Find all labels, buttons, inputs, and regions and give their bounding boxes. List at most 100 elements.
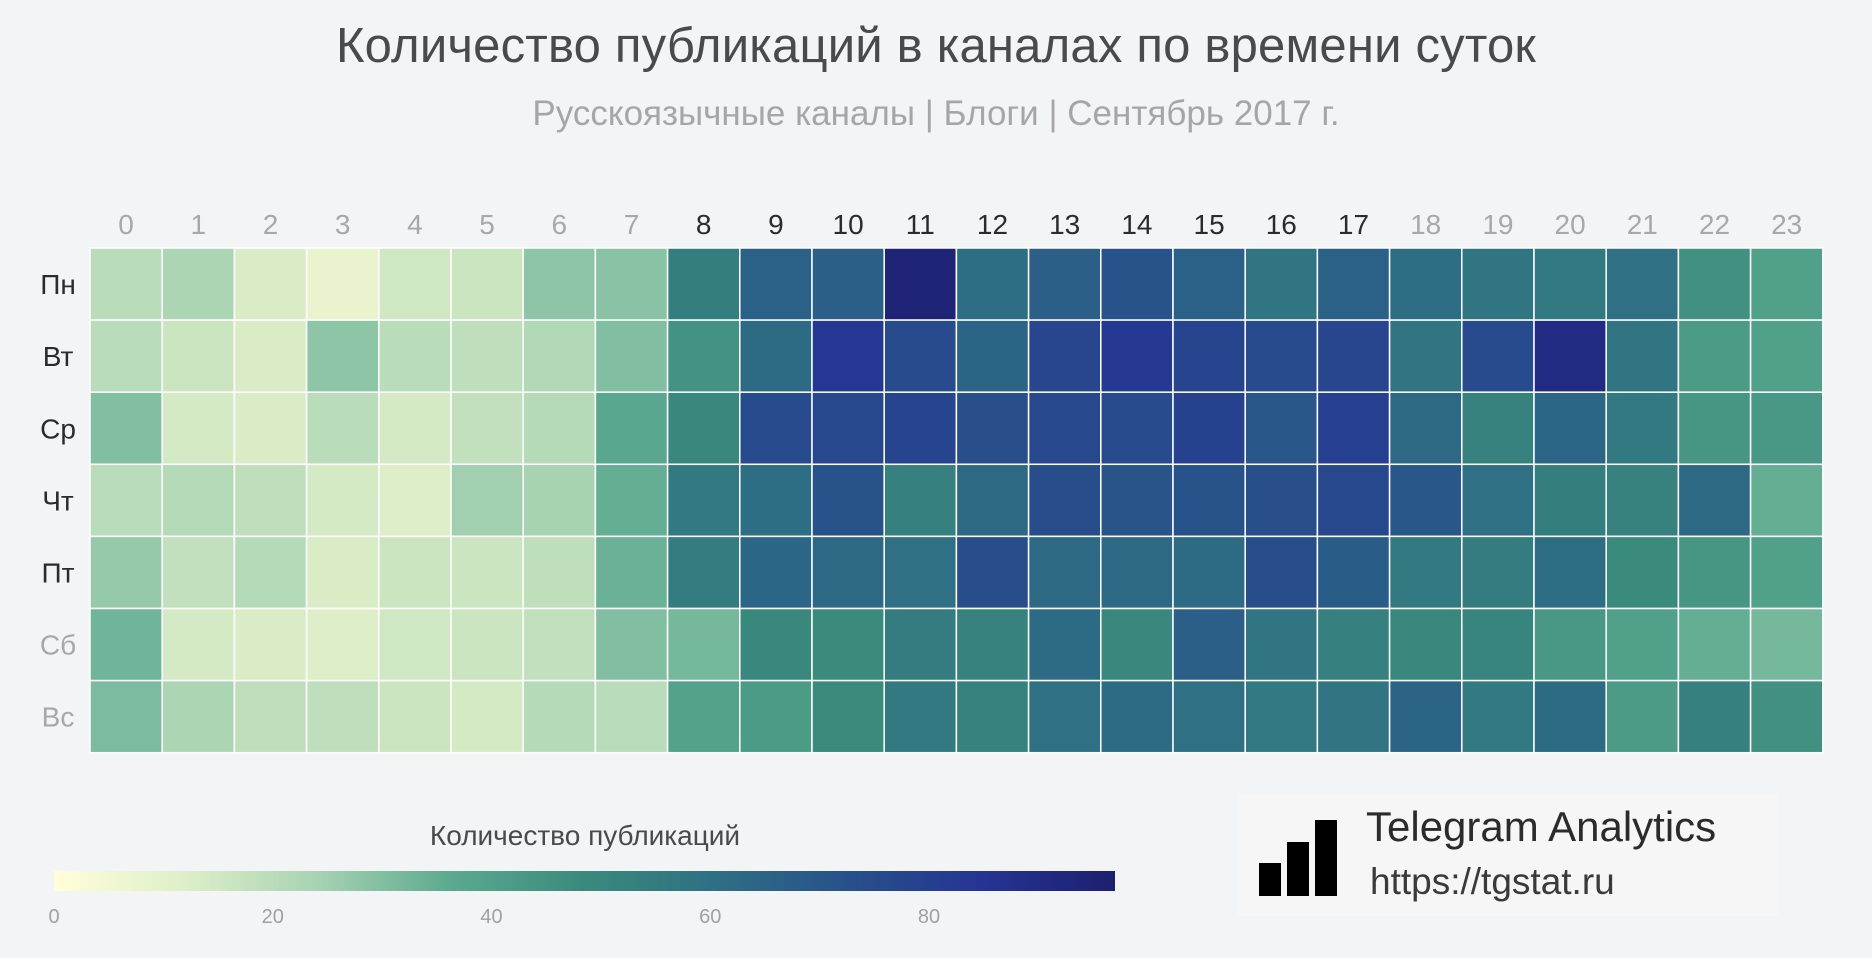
- heatmap-cell: [1461, 247, 1535, 321]
- bar-chart-icon: [1259, 820, 1337, 896]
- heatmap-cell: [1172, 607, 1246, 682]
- heatmap-cell: [305, 247, 380, 321]
- heatmap-cell: [1244, 319, 1319, 393]
- heatmap-cell: [1027, 391, 1102, 466]
- heatmap-cell: [450, 247, 524, 321]
- heatmap-cell: [1533, 607, 1607, 682]
- brand-url[interactable]: https://tgstat.ru: [1370, 861, 1615, 902]
- heatmap-cell: [739, 607, 813, 682]
- x-tick-label: 17: [1338, 209, 1369, 240]
- heatmap-cell: [1533, 319, 1607, 393]
- heatmap-cell: [666, 247, 741, 321]
- heatmap-cell: [1605, 535, 1680, 610]
- heatmap-cell: [1172, 463, 1246, 538]
- heatmap-cell: [233, 463, 308, 538]
- heatmap-cell: [1461, 607, 1535, 682]
- heatmap-cell: [1677, 463, 1752, 538]
- x-tick-label: 18: [1410, 209, 1441, 240]
- x-tick-label: 20: [1555, 209, 1586, 240]
- brand-badge[interactable]: Telegram Analytics https://tgstat.ru: [1238, 793, 1778, 916]
- x-tick-label: 6: [552, 209, 568, 240]
- heatmap-cell: [594, 463, 669, 538]
- heatmap-cell: [161, 463, 236, 538]
- heatmap-cell: [1749, 679, 1824, 754]
- heatmap-cell: [450, 607, 524, 682]
- heatmap-cell: [955, 391, 1030, 466]
- y-tick-label: Вс: [42, 702, 75, 733]
- heatmap-cell: [739, 391, 813, 466]
- heatmap-cell: [450, 679, 524, 754]
- x-tick-label: 9: [768, 209, 784, 240]
- x-tick-label: 0: [118, 209, 134, 240]
- heatmap-cell: [1677, 391, 1752, 466]
- heatmap-cell: [1316, 391, 1391, 466]
- heatmap-cell: [89, 463, 163, 538]
- heatmap-cell: [522, 535, 597, 610]
- heatmap-cell: [955, 247, 1030, 321]
- heatmap-cell: [450, 391, 524, 466]
- heatmap-cell: [1244, 679, 1319, 754]
- heatmap-cell: [1100, 463, 1174, 538]
- heatmap-cell: [305, 391, 380, 466]
- heatmap-cell: [1605, 679, 1680, 754]
- y-tick-label: Чт: [42, 485, 74, 516]
- heatmap-cell: [1244, 463, 1319, 538]
- colorbar-tick-label: 20: [261, 906, 284, 928]
- heatmap-cell: [811, 607, 885, 682]
- heatmap-cell: [1027, 679, 1102, 754]
- heatmap-cell: [233, 679, 308, 754]
- x-tick-label: 22: [1699, 209, 1730, 240]
- heatmap-cell: [1533, 391, 1607, 466]
- colorbar-tick-label: 60: [699, 906, 722, 928]
- heatmap-cell: [594, 391, 669, 466]
- heatmap-cell: [161, 319, 236, 393]
- heatmap-cell: [378, 535, 452, 610]
- heatmap-cell: [450, 463, 524, 538]
- heatmap-cell: [233, 319, 308, 393]
- heatmap-cell: [1100, 679, 1174, 754]
- heatmap-cell: [883, 535, 958, 610]
- heatmap-cell: [1388, 319, 1463, 393]
- heatmap-cell: [1027, 463, 1102, 538]
- heatmap-cell: [522, 463, 597, 538]
- heatmap-cell: [1388, 247, 1463, 321]
- x-tick-label: 10: [833, 209, 864, 240]
- heatmap-cell: [1100, 391, 1174, 466]
- heatmap-cell: [1100, 319, 1174, 393]
- heatmap-cell: [955, 535, 1030, 610]
- heatmap-cell: [1388, 535, 1463, 610]
- chart-title: Количество публикаций в каналах по време…: [335, 19, 1537, 73]
- heatmap-cell: [1388, 679, 1463, 754]
- heatmap-cell: [89, 391, 163, 466]
- heatmap-cell: [89, 247, 163, 321]
- heatmap-cell: [883, 463, 958, 538]
- heatmap-cell: [378, 463, 452, 538]
- heatmap-cell: [594, 535, 669, 610]
- heatmap-cell: [883, 607, 958, 682]
- heatmap-cell: [161, 391, 236, 466]
- heatmap-cell: [161, 535, 236, 610]
- heatmap-cell: [161, 679, 236, 754]
- heatmap-cell: [305, 679, 380, 754]
- x-tick-label: 23: [1771, 209, 1802, 240]
- heatmap-cell: [450, 535, 524, 610]
- heatmap-cell: [1244, 535, 1319, 610]
- heatmap-cell: [883, 679, 958, 754]
- heatmap-cell: [666, 607, 741, 682]
- x-tick-label: 8: [696, 209, 712, 240]
- x-tick-label: 11: [906, 209, 935, 240]
- heatmap-cell: [522, 679, 597, 754]
- heatmap-cell: [1027, 247, 1102, 321]
- heatmap-cell: [1244, 247, 1319, 321]
- y-tick-label: Пт: [42, 557, 75, 588]
- x-tick-label: 13: [1049, 209, 1080, 240]
- heatmap-cell: [1244, 391, 1319, 466]
- heatmap-cell: [1027, 319, 1102, 393]
- heatmap-cell: [305, 607, 380, 682]
- heatmap-cell: [522, 247, 597, 321]
- heatmap-cell: [1677, 247, 1752, 321]
- heatmap-cell: [161, 607, 236, 682]
- heatmap-cell: [1172, 319, 1246, 393]
- x-tick-label: 1: [191, 209, 207, 240]
- heatmap-cell: [378, 607, 452, 682]
